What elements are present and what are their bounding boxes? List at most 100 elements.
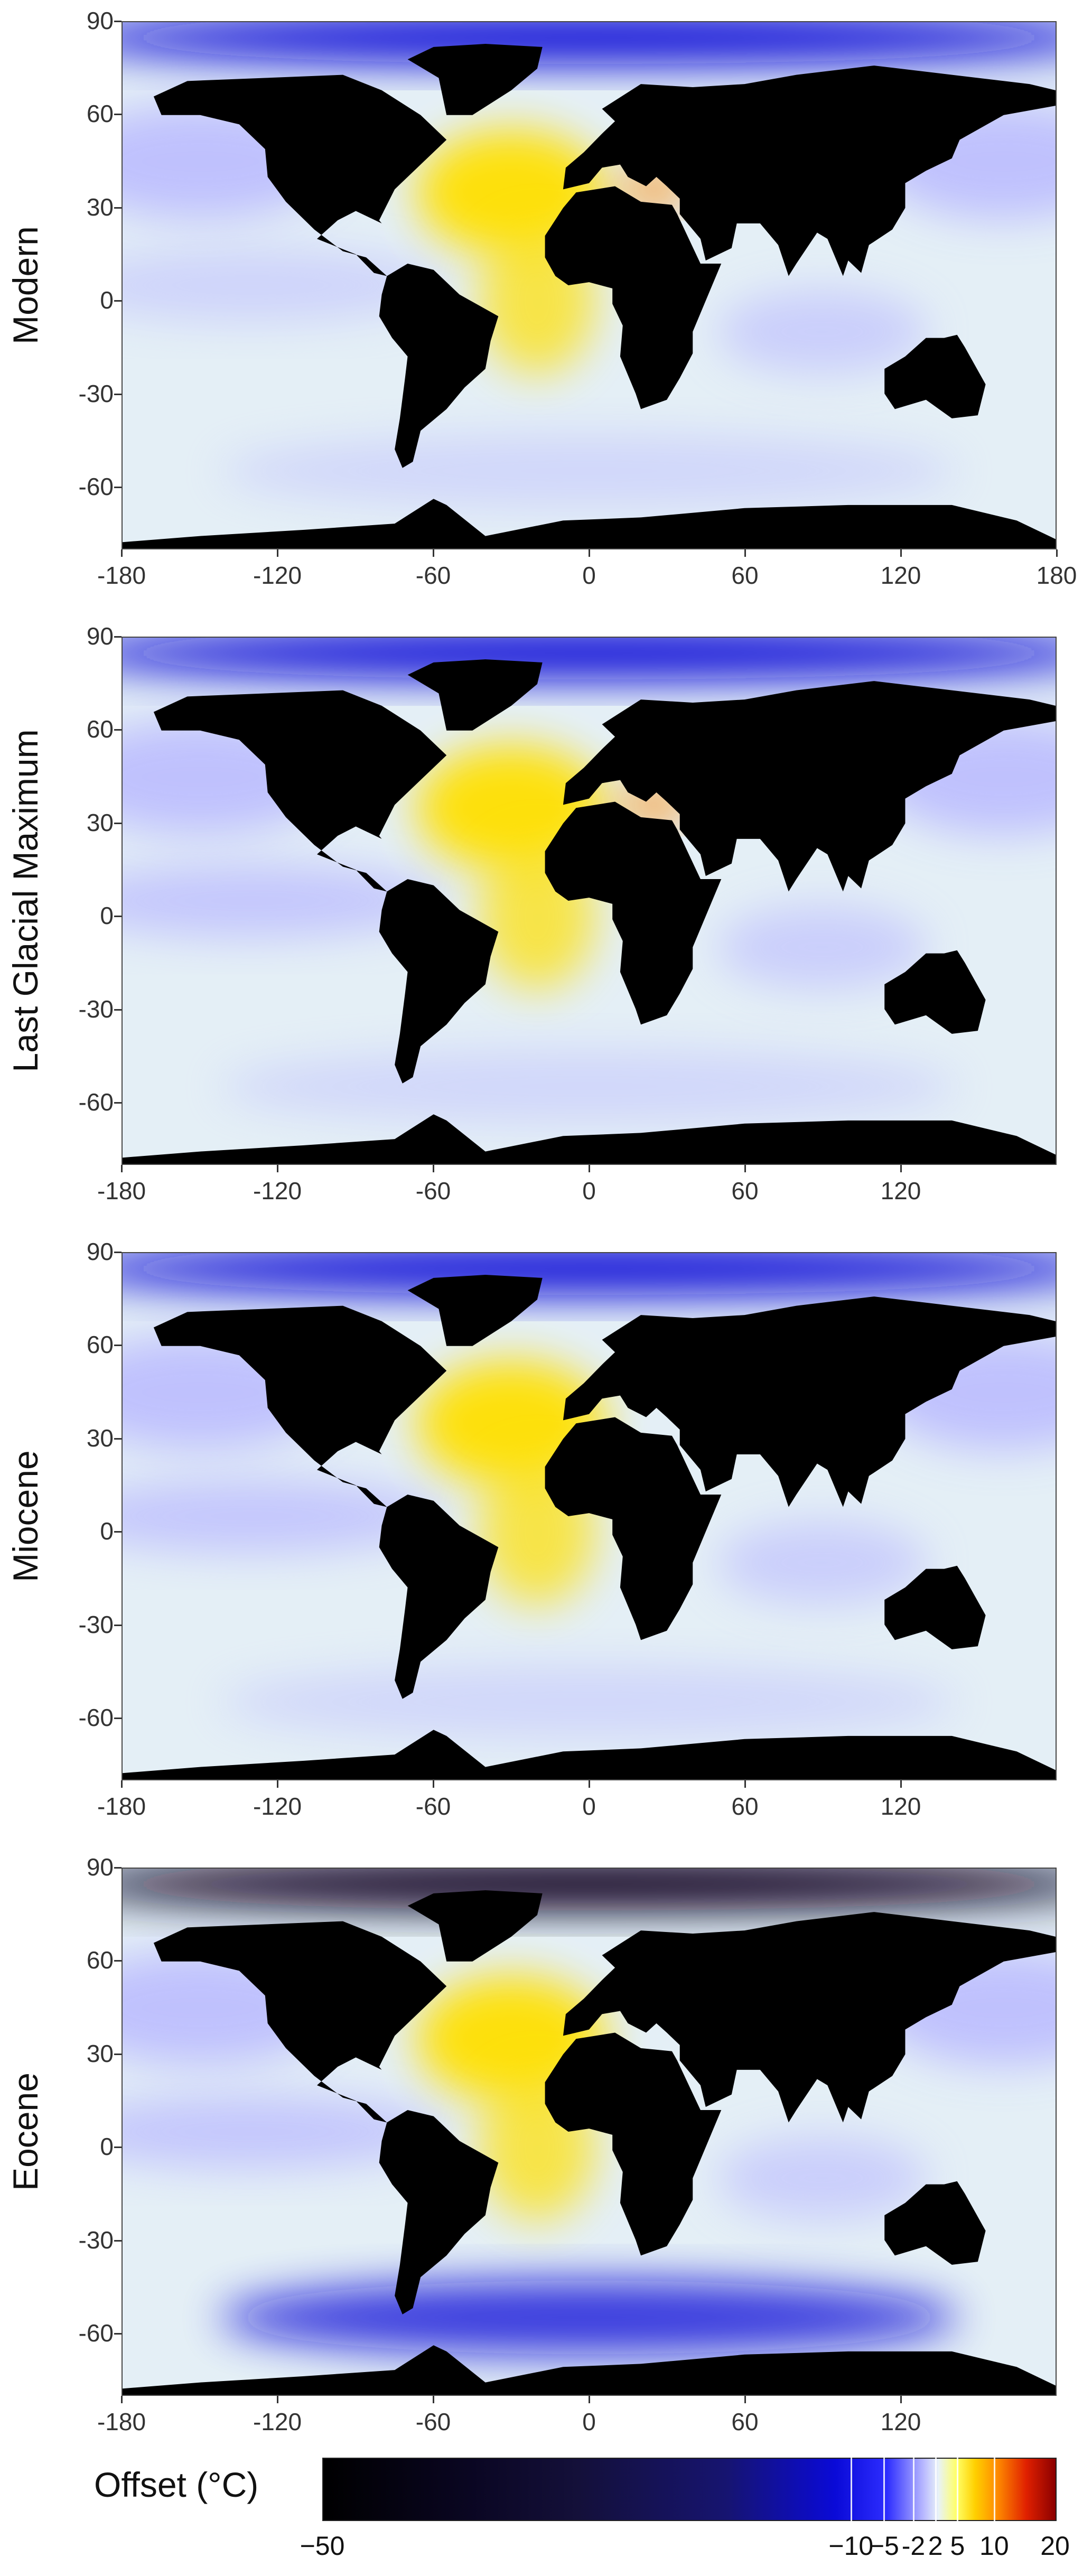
- map-panel-3: 90 60 30 0 -30 -60 -180 -120 -60 0 60 120 Eocene: [0, 1853, 1092, 2465]
- y-tick-mark: [114, 207, 122, 209]
- land-greenland: [407, 1275, 543, 1346]
- y-tick-mark: [114, 21, 122, 22]
- y-tick-label: 30: [86, 808, 114, 836]
- colorbar-tick-label: 2: [928, 2531, 943, 2561]
- x-tick-label: -180: [97, 562, 146, 589]
- y-tick-label: 60: [86, 100, 114, 128]
- land-northAmerica: [153, 1921, 447, 2123]
- colorbar-title: Offset (°C): [94, 2465, 259, 2504]
- colorbar-tick-label: −5: [869, 2531, 899, 2561]
- x-tick-mark: [900, 1165, 902, 1172]
- colorbar-tick-label: 5: [950, 2531, 965, 2561]
- cool-region: [220, 2280, 958, 2355]
- y-tick-mark: [114, 1438, 122, 1440]
- x-tick-label: -120: [253, 1793, 302, 1820]
- x-tick-mark: [1056, 549, 1058, 557]
- colorbar-tick-label: −50: [300, 2531, 345, 2561]
- y-tick-mark: [114, 1102, 122, 1104]
- x-tick-mark: [277, 1165, 278, 1172]
- y-tick-label: 0: [100, 286, 114, 314]
- polar-cold-region: [123, 1869, 1056, 1911]
- colorbar-tick-label: 20: [1040, 2531, 1070, 2561]
- y-tick-label: 90: [86, 7, 114, 34]
- x-tick-label: -60: [415, 2408, 451, 2435]
- row-label: Eocene: [6, 2073, 45, 2191]
- y-tick-mark: [114, 487, 122, 489]
- y-tick-label: 90: [86, 622, 114, 650]
- x-tick-label: 120: [880, 562, 921, 589]
- y-tick-mark: [114, 1624, 122, 1626]
- land-southAmerica: [379, 2110, 499, 2314]
- x-tick-mark: [744, 1165, 746, 1172]
- x-tick-mark: [900, 549, 902, 557]
- y-tick-mark: [114, 1960, 122, 1962]
- land-southAmerica: [379, 1494, 499, 1699]
- map-panel-0: 90 60 30 0 -30 -60 -180 -120 -60 0 60 120 180 Modern: [0, 7, 1092, 618]
- y-tick-mark: [114, 636, 122, 638]
- polar-cold-region: [123, 22, 1056, 64]
- x-tick-mark: [433, 1780, 434, 1788]
- x-tick-mark: [900, 1780, 902, 1788]
- y-tick-mark: [114, 1531, 122, 1533]
- x-tick-mark: [589, 2396, 590, 2403]
- cool-region: [220, 1665, 958, 1739]
- y-tick-mark: [114, 1252, 122, 1253]
- x-tick-label: 60: [731, 2408, 759, 2435]
- x-tick-label: 60: [731, 1177, 759, 1205]
- x-tick-mark: [433, 2396, 434, 2403]
- x-tick-mark: [744, 1780, 746, 1788]
- x-tick-label: -180: [97, 2408, 146, 2435]
- land-antarctica: [123, 499, 1056, 548]
- colorbar-tick-label: -2: [901, 2531, 926, 2561]
- y-tick-label: -60: [78, 1088, 114, 1116]
- x-tick-label: 0: [582, 1793, 596, 1820]
- cool-region: [123, 864, 442, 938]
- land-africa: [545, 801, 722, 1025]
- cool-region: [123, 1479, 442, 1553]
- cool-region: [716, 905, 928, 990]
- cool-region: [716, 1520, 928, 1605]
- land-northAmerica: [153, 1305, 447, 1507]
- y-tick-label: -60: [78, 2319, 114, 2347]
- land-africa: [545, 1417, 722, 1640]
- y-tick-mark: [114, 300, 122, 302]
- y-tick-mark: [114, 393, 122, 395]
- x-tick-label: 60: [731, 1793, 759, 1820]
- land-antarctica: [123, 2345, 1056, 2395]
- sea-surface-map: [123, 22, 1056, 548]
- cool-region: [716, 290, 928, 374]
- y-tick-label: -60: [78, 1704, 114, 1732]
- sea-surface-map: [123, 638, 1056, 1164]
- x-tick-label: 0: [582, 562, 596, 589]
- y-tick-label: -30: [78, 1610, 114, 1638]
- land-antarctica: [123, 1730, 1056, 1779]
- x-tick-label: 60: [731, 562, 759, 589]
- land-africa: [545, 2032, 722, 2256]
- x-tick-label: 120: [880, 1177, 921, 1205]
- cool-region: [123, 2095, 442, 2169]
- cool-region: [220, 1049, 958, 1124]
- y-tick-mark: [114, 1867, 122, 1869]
- x-tick-mark: [744, 549, 746, 557]
- land-eurasia: [563, 681, 1056, 892]
- x-tick-label: -120: [253, 1177, 302, 1205]
- polar-cold-region: [123, 638, 1056, 680]
- y-tick-label: 60: [86, 1331, 114, 1359]
- y-tick-label: -60: [78, 473, 114, 501]
- x-tick-mark: [121, 1780, 123, 1788]
- row-label: Miocene: [6, 1450, 45, 1582]
- y-tick-mark: [114, 729, 122, 731]
- y-tick-mark: [114, 1718, 122, 1720]
- y-tick-label: 0: [100, 902, 114, 930]
- y-tick-label: 60: [86, 1946, 114, 1974]
- y-tick-label: 90: [86, 1238, 114, 1265]
- sea-surface-map: [123, 1869, 1056, 2395]
- x-tick-mark: [121, 1165, 123, 1172]
- y-tick-label: 90: [86, 1853, 114, 1881]
- y-tick-label: 30: [86, 2039, 114, 2067]
- x-tick-mark: [589, 549, 590, 557]
- x-tick-label: -60: [415, 1177, 451, 1205]
- x-tick-mark: [277, 1780, 278, 1788]
- cool-region: [716, 2136, 928, 2220]
- cool-region: [123, 248, 442, 322]
